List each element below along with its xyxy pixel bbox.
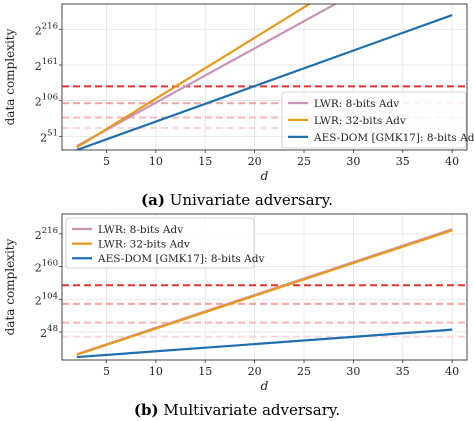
caption-b-tag: (b) bbox=[133, 401, 159, 419]
y-axis-label: data complexity bbox=[3, 238, 17, 335]
legend: LWR: 8-bits Adv LWR: 32-bits Adv AES-DOM [… bbox=[281, 91, 474, 149]
y-tick-label: 2104 bbox=[35, 291, 58, 307]
plot-content bbox=[62, 228, 467, 359]
y-tick-label: 2106 bbox=[35, 93, 58, 109]
x-axis-label: d bbox=[261, 169, 269, 183]
legend: LWR: 8-bits Adv LWR: 32-bits Adv AES-DOM [… bbox=[65, 217, 264, 269]
caption-a-text: Univariate adversary. bbox=[169, 191, 333, 209]
x-tick-label: 10 bbox=[149, 365, 163, 378]
legend-label-1: LWR: 32-bits Adv bbox=[314, 115, 406, 127]
x-tick-label: 40 bbox=[445, 365, 459, 378]
caption-a: (a) Univariate adversary. bbox=[0, 191, 474, 209]
x-tick-label: 35 bbox=[396, 365, 410, 378]
y-tick-label: 251 bbox=[40, 128, 58, 144]
chart-1: 5 10 15 20 25 30 35 40 248 2104 2160 2216 d data comp… bbox=[3, 213, 468, 393]
x-tick-label: 5 bbox=[103, 365, 110, 378]
series-line-2 bbox=[76, 328, 453, 359]
chart-0: 5 10 15 20 25 30 35 40 251 2106 2161 2216 d data comp… bbox=[3, 3, 474, 183]
x-tick-label: 30 bbox=[346, 155, 360, 168]
y-tick-label: 2216 bbox=[35, 21, 58, 37]
legend-box bbox=[281, 91, 467, 149]
axes-frame bbox=[61, 3, 468, 151]
x-tick-label: 30 bbox=[346, 365, 360, 378]
y-tick-label: 2161 bbox=[35, 57, 58, 73]
legend-label-2: AES-DOM [GMK17]: 8-bits Adv bbox=[97, 253, 264, 265]
y-tick-label: 248 bbox=[40, 324, 58, 340]
caption-b-text: Multivariate adversary. bbox=[163, 401, 341, 419]
x-tick-label: 35 bbox=[396, 155, 410, 168]
caption-a-tag: (a) bbox=[141, 191, 165, 209]
plot-content bbox=[62, 4, 467, 150]
y-axis-label: data complexity bbox=[3, 28, 17, 125]
y-tick-label: 2160 bbox=[35, 259, 58, 275]
y-tick-label: 2216 bbox=[35, 226, 58, 242]
x-tick-label: 25 bbox=[297, 365, 311, 378]
series-line-1 bbox=[76, 4, 312, 149]
x-tick-label: 15 bbox=[198, 365, 212, 378]
x-tick-label: 40 bbox=[445, 155, 459, 168]
series-line-0 bbox=[76, 4, 338, 148]
legend-box bbox=[65, 217, 255, 269]
legend-label-1: LWR: 32-bits Adv bbox=[98, 239, 190, 251]
x-axis-label: d bbox=[261, 379, 269, 393]
x-tick-label: 5 bbox=[103, 155, 110, 168]
legend-label-2: AES-DOM [GMK17]: 8-bits Adv bbox=[313, 132, 474, 144]
x-tick-label: 10 bbox=[149, 155, 163, 168]
x-tick-label: 15 bbox=[198, 155, 212, 168]
legend-label-0: LWR: 8-bits Adv bbox=[98, 224, 183, 236]
series-line-1 bbox=[76, 229, 453, 356]
caption-b: (b) Multivariate adversary. bbox=[0, 401, 474, 419]
series-line-2 bbox=[76, 13, 453, 150]
x-tick-label: 20 bbox=[248, 365, 262, 378]
x-tick-label: 25 bbox=[297, 155, 311, 168]
x-tick-label: 20 bbox=[248, 155, 262, 168]
legend-label-0: LWR: 8-bits Adv bbox=[314, 98, 399, 110]
axes-frame bbox=[61, 213, 468, 361]
